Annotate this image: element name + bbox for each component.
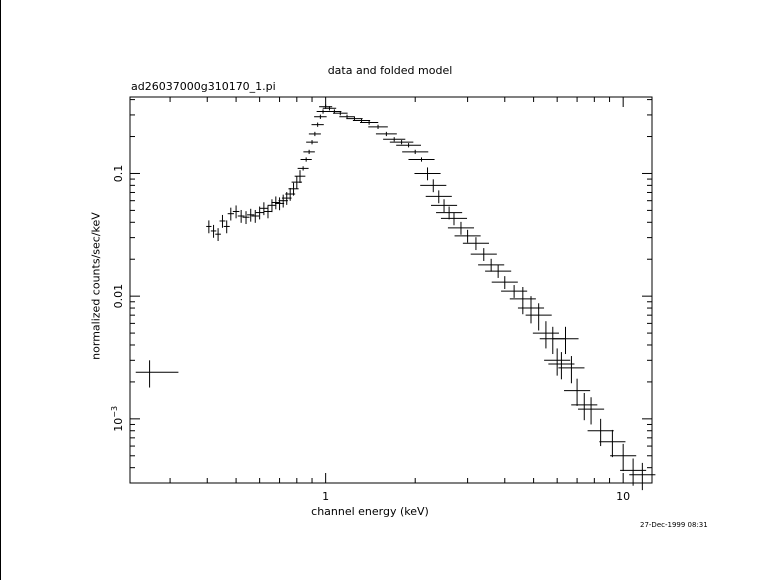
data-point	[564, 378, 591, 406]
data-point	[247, 208, 255, 222]
data-point	[571, 392, 598, 421]
data-point	[306, 140, 318, 145]
data-point	[316, 109, 330, 114]
data-point	[532, 321, 559, 349]
data-point	[425, 190, 452, 204]
data-point	[332, 111, 348, 116]
data-point	[420, 179, 447, 193]
data-point	[478, 258, 505, 272]
data-point	[485, 265, 512, 278]
data-point	[525, 303, 552, 331]
y-tick-label-base: 0.01	[112, 284, 125, 309]
y-tick-label: 0.01	[112, 284, 125, 309]
data-point	[375, 131, 397, 137]
x-axis-ticks: 1 10	[169, 97, 630, 503]
data-point	[396, 143, 421, 148]
data-point	[610, 443, 637, 472]
data-point	[314, 114, 327, 119]
y-tick-label-base: 0.1	[112, 165, 125, 183]
data-point	[620, 458, 647, 486]
chart-subtitle: ad26037000g310170_1.pi	[131, 80, 276, 93]
data-point	[255, 206, 264, 220]
x-axis-label: channel energy (keV)	[311, 505, 429, 518]
data-point	[368, 124, 388, 129]
data-point	[402, 149, 429, 155]
data-point	[509, 287, 536, 315]
data-point	[219, 214, 226, 228]
data-point	[491, 276, 518, 289]
chart-title: data and folded model	[327, 64, 453, 77]
data-point	[251, 209, 260, 223]
data-point	[599, 429, 626, 458]
data-point	[206, 220, 212, 234]
data-point	[267, 199, 277, 213]
data-point	[135, 360, 179, 388]
data-point	[271, 196, 281, 210]
data-point	[389, 140, 414, 145]
data-point	[263, 205, 273, 219]
data-point	[470, 248, 497, 261]
data-point	[539, 326, 566, 355]
data-point	[548, 352, 575, 380]
data-point	[223, 220, 230, 234]
data-point	[294, 170, 306, 184]
plot-frame	[129, 96, 653, 484]
data-point	[544, 348, 571, 376]
data-points	[135, 104, 656, 491]
data-point	[462, 237, 489, 251]
data-point	[558, 356, 585, 384]
x-tick-label: 1	[322, 490, 329, 503]
data-point	[447, 221, 475, 235]
y-tick-label-exponent: −3	[110, 406, 119, 418]
y-tick-label: 0.1	[112, 165, 125, 183]
data-point	[232, 205, 240, 219]
left-edge-rule	[0, 0, 1, 580]
data-point	[210, 224, 217, 238]
data-point	[517, 296, 545, 324]
plot-timestamp: 27-Dec-1999 08:31	[640, 521, 708, 529]
y-tick-label-base: 10	[112, 418, 125, 432]
data-point	[242, 211, 250, 225]
data-point	[322, 106, 337, 111]
data-point	[454, 229, 481, 243]
data-point	[552, 326, 579, 355]
data-point	[259, 202, 268, 216]
x-tick-label: 10	[616, 490, 630, 503]
data-point	[237, 209, 245, 223]
data-point	[352, 118, 371, 123]
data-point	[303, 149, 315, 155]
data-point	[383, 137, 406, 142]
data-point	[408, 157, 435, 162]
data-point	[311, 122, 324, 127]
data-point	[440, 212, 468, 226]
data-point	[227, 207, 234, 221]
data-point	[308, 131, 321, 137]
data-point	[414, 167, 441, 181]
data-point	[274, 197, 285, 211]
data-point	[215, 228, 221, 241]
y-axis-ticks: 0.1 0.01 10−3	[110, 99, 652, 484]
data-point	[430, 199, 458, 213]
data-point	[578, 397, 605, 425]
data-point	[300, 157, 312, 162]
data-point	[629, 462, 656, 491]
y-tick-label: 10−3	[110, 406, 125, 432]
data-point	[359, 120, 379, 125]
data-point	[436, 206, 463, 220]
data-point	[297, 166, 309, 171]
